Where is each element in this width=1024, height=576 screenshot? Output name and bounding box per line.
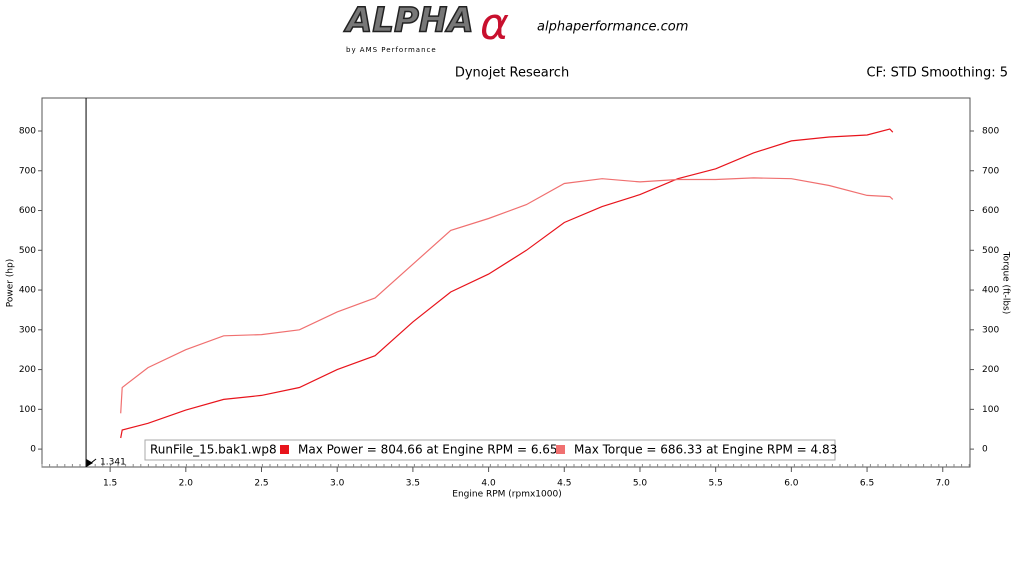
legend-box [144,439,836,461]
x-tick-label: 6.5 [860,479,874,489]
legend: RunFile_15.bak1.wp8 Max Power = 804.66 at… [144,439,837,461]
y-tick-label: 300 [19,325,36,335]
logo-symbol: α [480,0,509,50]
series-line [120,128,894,439]
y-tick-label: 700 [19,166,36,176]
logo-text: ALPHA [343,1,474,41]
x-tick-label: 7.0 [936,479,951,489]
y-tick-label: 400 [19,286,36,296]
y2-tick-label: 100 [982,405,999,415]
y2-tick-label: 700 [982,166,999,176]
x-tick-label: 3.0 [330,479,345,489]
y-tick-label: 500 [19,246,36,256]
chart-title: Dynojet Research [455,66,569,81]
y-tick-label: 600 [19,206,36,216]
legend-swatch [280,445,289,454]
cursor-arrow [86,458,97,467]
x-tick-label: 5.0 [633,479,648,489]
x-tick-label: 4.5 [557,479,571,489]
y-tick-label: 100 [19,405,36,415]
y2-tick-label: 400 [982,286,999,296]
chart-subtitle: CF: STD Smoothing: 5 [867,66,1008,81]
cursor-label: 1.341 [100,458,126,468]
y2-tick-label: 800 [982,127,999,137]
logo-tagline: by AMS Performance [346,46,437,54]
y-tick-label: 200 [19,365,36,375]
logo-box [348,4,508,44]
y2-tick-label: 0 [982,445,988,455]
y-tick-label: 0 [30,445,36,455]
y2-tick-label: 600 [982,206,999,216]
legend-swatch [556,445,565,454]
x-tick-label: 2.5 [254,479,268,489]
x-tick-label: 1.5 [103,479,117,489]
x-tick-label: 5.5 [709,479,723,489]
logo-site: alphaperformance.com [537,20,688,35]
y2-tick-label: 500 [982,246,999,256]
x-tick-label: 6.0 [784,479,799,489]
y2-tick-label: 200 [982,365,999,375]
y2-tick-label: 300 [982,325,999,335]
series-line [120,177,894,414]
y-axis-label: Power (hp) [6,259,16,308]
x-tick-label: 2.0 [179,479,194,489]
x-tick-label: 3.5 [406,479,420,489]
y-tick-label: 800 [19,127,36,137]
logo: ALPHA α by AMS Performance alphaperforma… [342,0,688,54]
x-tick-label: 4.0 [481,479,496,489]
legend-label: Max Power = 804.66 at Engine RPM = 6.65 [298,443,558,457]
x-axis-label: Engine RPM (rpmx1000) [452,490,561,500]
legend-label: Max Torque = 686.33 at Engine RPM = 4.83 [574,443,837,457]
y2-axis-label: Torque (ft-lbs) [1001,251,1011,315]
legend-title: RunFile_15.bak1.wp8 [150,443,277,457]
